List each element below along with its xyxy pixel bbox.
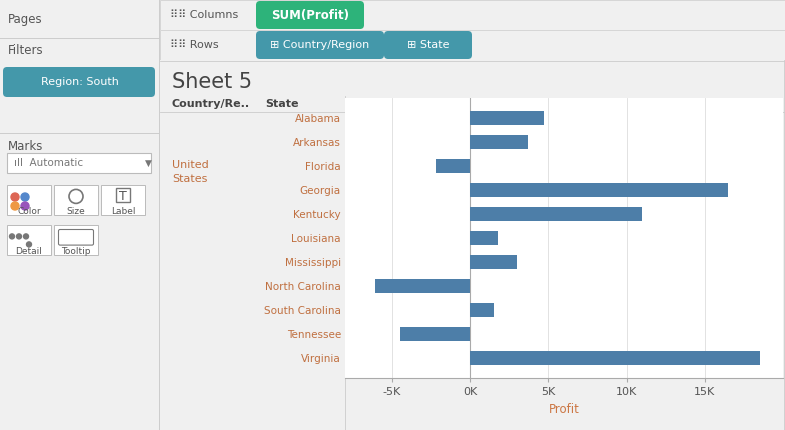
Text: T: T [119, 190, 127, 203]
Text: ⊞ State: ⊞ State [407, 40, 449, 50]
Text: Color: Color [17, 206, 41, 215]
FancyBboxPatch shape [3, 67, 155, 97]
Text: ıll  Automatic: ıll Automatic [14, 158, 83, 168]
Text: United
States: United States [172, 160, 209, 184]
Text: ⠿⠿ Columns: ⠿⠿ Columns [170, 10, 239, 20]
Text: Tooltip: Tooltip [61, 246, 91, 255]
Circle shape [21, 202, 29, 210]
Text: Size: Size [67, 206, 86, 215]
FancyBboxPatch shape [7, 185, 51, 215]
Bar [470, 351, 760, 365]
Bar [470, 231, 498, 245]
Circle shape [9, 234, 14, 239]
Bar [374, 279, 470, 293]
Text: ⠿⠿ Rows: ⠿⠿ Rows [170, 40, 219, 50]
FancyBboxPatch shape [54, 185, 98, 215]
Text: Region: South: Region: South [41, 77, 119, 87]
Text: State: State [265, 99, 298, 109]
FancyBboxPatch shape [384, 31, 472, 59]
X-axis label: Profit: Profit [549, 402, 579, 415]
Text: Sheet 5: Sheet 5 [172, 72, 252, 92]
Bar [470, 255, 517, 269]
Bar [470, 111, 544, 125]
FancyBboxPatch shape [54, 225, 98, 255]
Text: ▼: ▼ [144, 159, 152, 168]
FancyBboxPatch shape [59, 230, 93, 245]
Bar [470, 207, 642, 221]
FancyBboxPatch shape [7, 225, 51, 255]
Circle shape [24, 234, 28, 239]
FancyBboxPatch shape [116, 188, 130, 203]
Text: Filters: Filters [8, 43, 44, 56]
Text: Detail: Detail [16, 246, 42, 255]
Text: Country/Re..: Country/Re.. [172, 99, 250, 109]
Text: Pages: Pages [8, 12, 42, 25]
FancyBboxPatch shape [101, 185, 145, 215]
Bar [436, 159, 470, 173]
Bar [400, 327, 470, 341]
FancyBboxPatch shape [256, 1, 364, 29]
Text: Marks: Marks [8, 141, 43, 154]
FancyBboxPatch shape [7, 153, 151, 173]
Bar [470, 303, 494, 317]
Circle shape [27, 242, 31, 247]
Circle shape [16, 234, 21, 239]
Circle shape [21, 193, 29, 201]
Circle shape [11, 193, 19, 201]
Bar [470, 183, 728, 197]
Circle shape [11, 202, 19, 210]
Text: ⊞ Country/Region: ⊞ Country/Region [270, 40, 370, 50]
Text: SUM(Profit): SUM(Profit) [271, 9, 349, 22]
Bar [470, 135, 528, 149]
Text: Label: Label [111, 206, 135, 215]
FancyBboxPatch shape [256, 31, 384, 59]
